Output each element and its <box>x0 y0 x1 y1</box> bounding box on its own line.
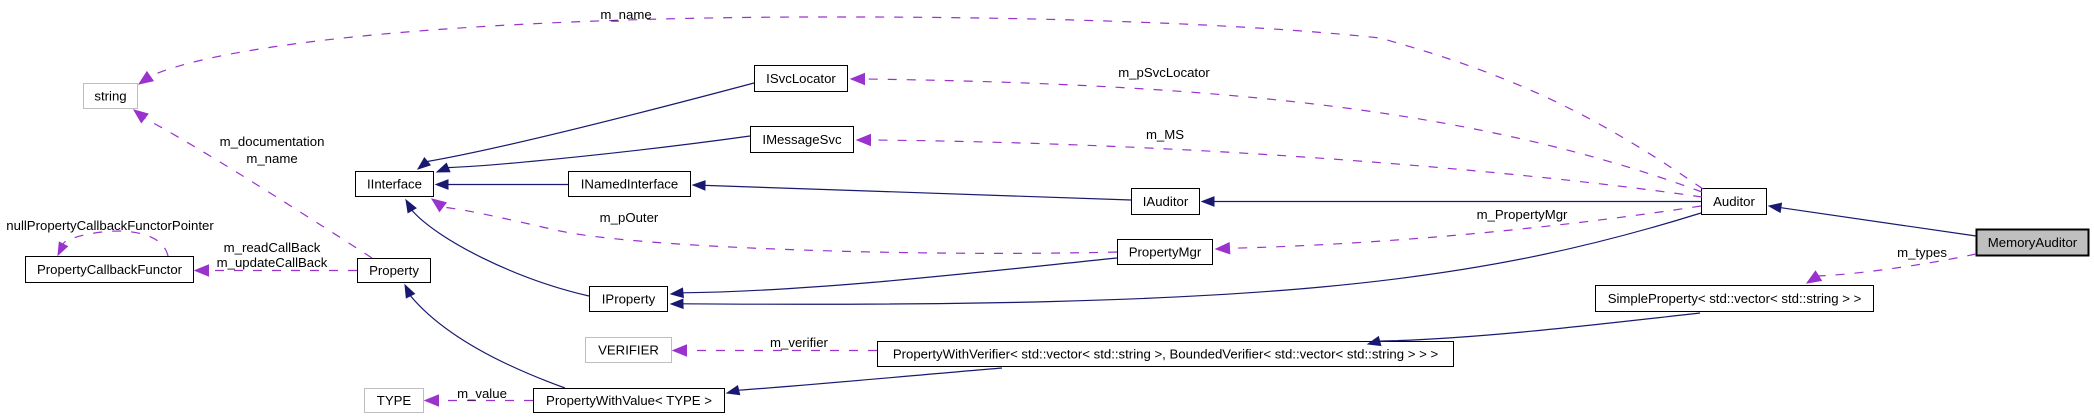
svg-text:m_updateCallBack: m_updateCallBack <box>217 255 328 270</box>
svg-text:MemoryAuditor: MemoryAuditor <box>1988 235 2078 250</box>
svg-text:IMessageSvc: IMessageSvc <box>762 132 842 147</box>
svg-text:m_MS: m_MS <box>1146 127 1184 142</box>
svg-text:IProperty: IProperty <box>602 292 656 307</box>
svg-text:m_PropertyMgr: m_PropertyMgr <box>1477 207 1568 222</box>
svg-text:m_pSvcLocator: m_pSvcLocator <box>1118 65 1210 80</box>
svg-text:string: string <box>94 89 126 104</box>
svg-text:m_name: m_name <box>246 151 297 166</box>
svg-text:m_verifier: m_verifier <box>770 335 828 350</box>
svg-text:INamedInterface: INamedInterface <box>581 177 679 192</box>
svg-text:PropertyCallbackFunctor: PropertyCallbackFunctor <box>37 262 183 277</box>
svg-text:m_pOuter: m_pOuter <box>600 210 659 225</box>
svg-text:VERIFIER: VERIFIER <box>598 343 659 358</box>
svg-text:PropertyMgr: PropertyMgr <box>1129 245 1202 260</box>
svg-text:IInterface: IInterface <box>367 177 422 192</box>
svg-text:nullPropertyCallbackFunctorPoi: nullPropertyCallbackFunctorPointer <box>6 218 214 233</box>
svg-text:TYPE: TYPE <box>377 393 412 408</box>
svg-text:PropertyWithValue< TYPE >: PropertyWithValue< TYPE > <box>546 393 712 408</box>
svg-text:m_types: m_types <box>1897 245 1947 260</box>
svg-text:Auditor: Auditor <box>1713 194 1755 209</box>
svg-text:SimpleProperty< std::vector< s: SimpleProperty< std::vector< std::string… <box>1608 291 1862 306</box>
svg-text:Property: Property <box>369 263 419 278</box>
svg-text:m_documentation: m_documentation <box>220 134 325 149</box>
svg-text:ISvcLocator: ISvcLocator <box>766 71 836 86</box>
svg-text:m_readCallBack: m_readCallBack <box>224 240 321 255</box>
svg-text:m_name: m_name <box>600 7 651 22</box>
svg-text:m_value: m_value <box>457 386 507 401</box>
svg-text:IAuditor: IAuditor <box>1143 194 1189 209</box>
svg-text:PropertyWithVerifier< std::vec: PropertyWithVerifier< std::vector< std::… <box>893 347 1439 362</box>
